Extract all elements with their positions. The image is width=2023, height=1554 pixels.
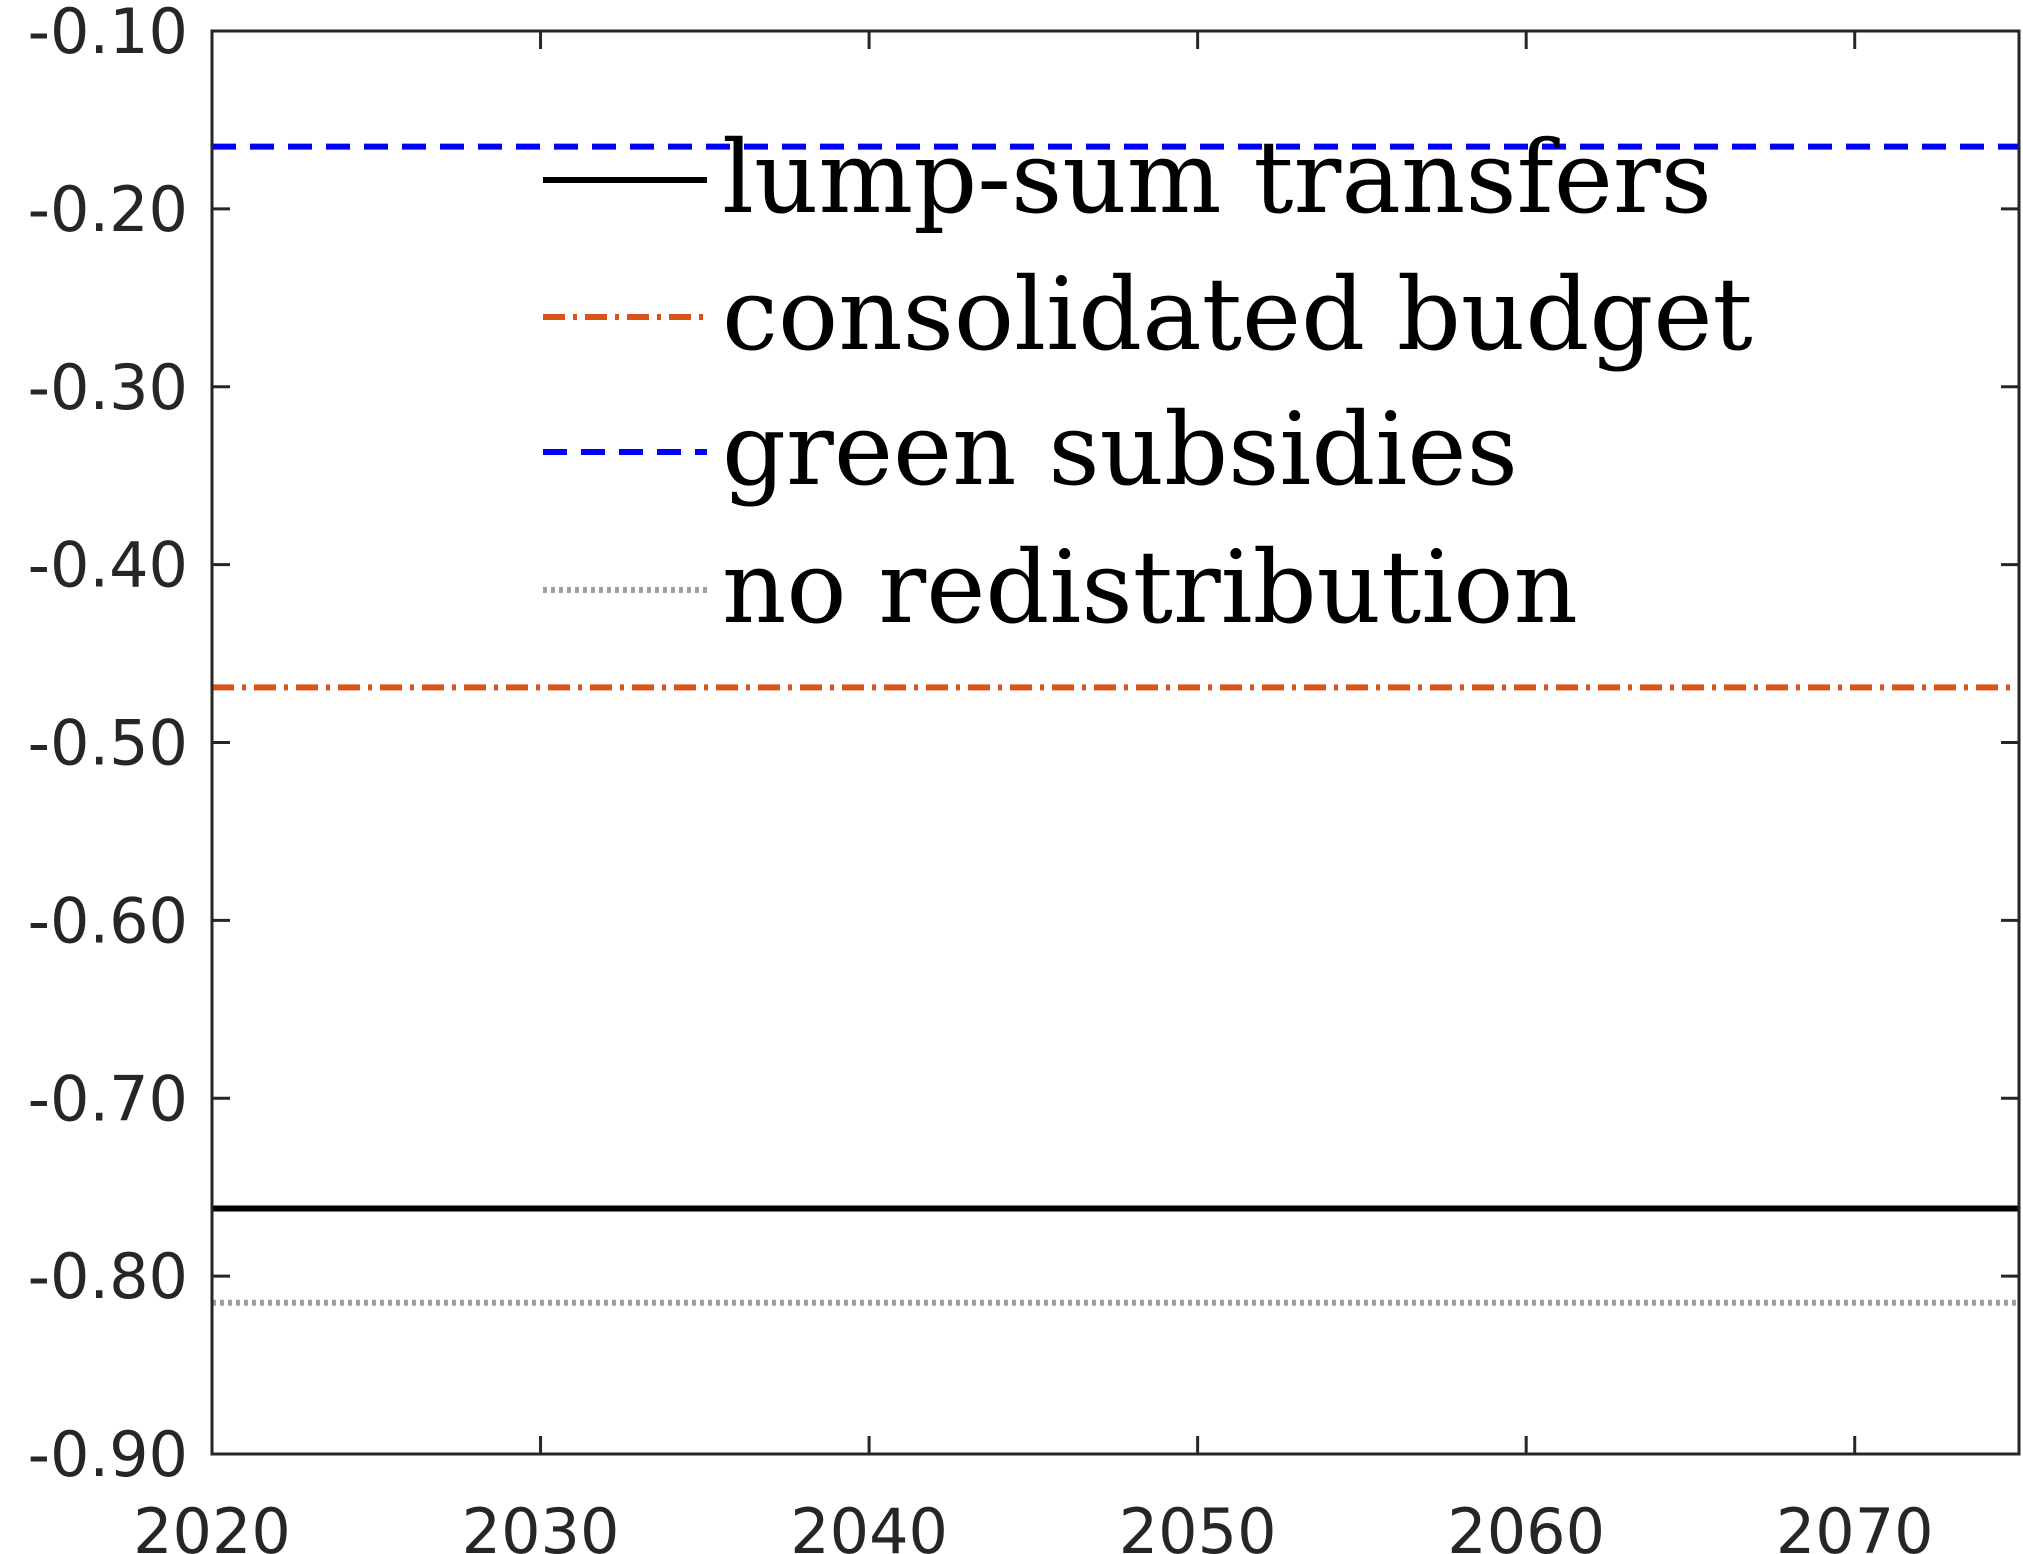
- x-tick-label: 2030: [462, 1495, 620, 1554]
- legend-label-consolidated-budget: consolidated budget: [722, 256, 1753, 373]
- legend-label-lump-sum-transfers: lump-sum transfers: [722, 119, 1712, 236]
- x-tick-label: 2020: [133, 1495, 291, 1554]
- y-tick-label: -0.10: [28, 0, 188, 68]
- x-tick-label: 2050: [1119, 1495, 1277, 1554]
- tick-layer: 2020 2030 2040 2050 2060 2070 -0.10 -0.20 -0.30 -…: [28, 0, 2019, 1554]
- axes-box: [210, 29, 2021, 1456]
- legend: lump-sum transfers consolidated budget gre…: [543, 119, 1753, 646]
- legend-label-no-redistribution: no redistribution: [722, 529, 1578, 646]
- y-tick-label: -0.20: [28, 173, 188, 246]
- y-tick-label: -0.40: [28, 529, 188, 602]
- series-layer: [212, 143, 2019, 1306]
- legend-label-green-subsidies: green subsidies: [722, 391, 1518, 508]
- x-tick-label: 2060: [1447, 1495, 1605, 1554]
- x-tick-label: 2070: [1776, 1495, 1934, 1554]
- y-tick-label: -0.50: [28, 707, 188, 780]
- y-tick-label: -0.80: [28, 1240, 188, 1313]
- y-tick-label: -0.70: [28, 1062, 188, 1135]
- x-tick-label: 2040: [790, 1495, 948, 1554]
- y-tick-label: -0.90: [28, 1418, 188, 1491]
- y-tick-label: -0.30: [28, 351, 188, 424]
- y-tick-label: -0.60: [28, 884, 188, 957]
